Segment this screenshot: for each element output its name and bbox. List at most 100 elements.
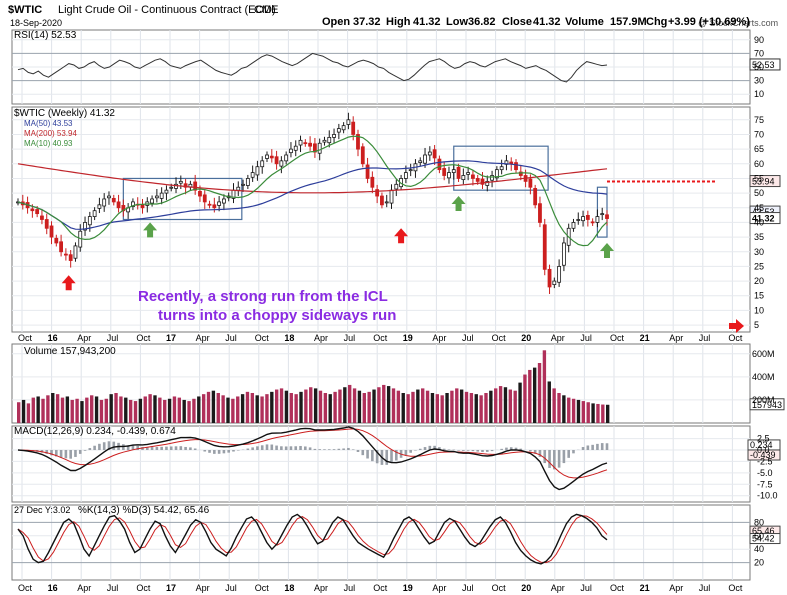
stoch-d-line (17, 515, 608, 564)
green-arrow-icon (451, 196, 466, 212)
macd-histogram-bar (327, 449, 331, 450)
volume-bar (21, 399, 26, 423)
close-value: 41.32 (533, 16, 561, 28)
macd-histogram-bar (371, 450, 374, 462)
x-tick-label-bottom: Apr (432, 583, 446, 593)
price-bar (423, 154, 427, 164)
price-bar (44, 219, 49, 229)
price-bar (178, 180, 183, 184)
price-bar (365, 164, 370, 179)
volume-bar (367, 391, 371, 423)
volume-bar (591, 403, 595, 423)
volume-bar (489, 390, 493, 423)
volume-bar (606, 404, 610, 423)
price-bar (164, 189, 169, 194)
price-bar (427, 151, 432, 156)
price-bar (327, 136, 332, 144)
volume-bar (474, 394, 478, 423)
price-y-tick: 10 (754, 305, 764, 315)
price-bar (394, 183, 399, 190)
price-value-label: 41.32 (752, 214, 775, 224)
macd-histogram-bar (251, 447, 254, 450)
macd-histogram-bar (533, 450, 537, 454)
volume-panel: 157943 (17, 350, 785, 423)
x-tick-label-bottom: Apr (77, 583, 91, 593)
macd-histogram-bar (189, 447, 192, 450)
price-bar (317, 142, 322, 154)
macd-histogram-bar (586, 445, 590, 450)
low-value: 36.82 (468, 16, 496, 28)
volume-bar (547, 381, 551, 423)
price-y-tick: 65 (754, 144, 764, 154)
volume-bar (382, 384, 386, 423)
volume-bar (182, 399, 186, 423)
volume-bar (562, 395, 566, 423)
macd-y-tick: 0.0 (757, 445, 770, 455)
x-tick-label: Jul (580, 333, 592, 343)
volume-last-value: 157943 (752, 400, 782, 410)
volume-bar (114, 393, 118, 423)
volume-bar (187, 401, 191, 423)
volume-bar (197, 396, 201, 423)
volume-bar (338, 389, 342, 423)
chg-value: +3.99 (+10.69%) (668, 16, 750, 28)
price-bar (131, 201, 135, 207)
volume-panel-label: Volume 157,943,200 (24, 346, 116, 357)
x-tick-label: Jul (107, 333, 119, 343)
price-y-tick: 75 (754, 115, 764, 125)
rsi-label: RSI(14) 52.53 (14, 30, 77, 41)
macd-histogram-bar (481, 450, 484, 453)
volume-y-tick: 200M (752, 395, 775, 405)
rsi-y-tick: 90 (754, 35, 764, 45)
price-value-label: 53.94 (752, 177, 775, 187)
macd-histogram-bar (265, 444, 269, 450)
macd-histogram-bar (471, 450, 475, 452)
price-bar (346, 119, 351, 125)
macd-histogram-bar (490, 450, 494, 452)
consolidation-box (122, 177, 243, 221)
price-bar (116, 201, 121, 209)
macd-histogram-bar (260, 445, 264, 450)
price-bar (35, 209, 40, 215)
volume-bar (289, 393, 293, 423)
price-bar (293, 145, 298, 151)
macd-histogram-bar (59, 450, 63, 458)
volume-bar (211, 390, 216, 423)
low-label: Low (446, 16, 468, 28)
macd-histogram-bar (131, 445, 135, 450)
volume-bar (596, 403, 600, 423)
macd-histogram-bar (308, 447, 312, 450)
volume-bar (94, 396, 99, 423)
volume-bar (464, 391, 469, 423)
macd-value-label: -0.439 (750, 450, 776, 460)
macd-histogram-bar (150, 447, 154, 450)
x-tick-label: Jul (344, 333, 356, 343)
macd-histogram-bar (280, 446, 283, 450)
volume-bar (362, 393, 366, 423)
price-bar (475, 178, 480, 182)
macd-histogram-bar (136, 445, 140, 450)
volume-bar (294, 394, 298, 423)
x-tick-label: Oct (492, 333, 507, 343)
price-bar (547, 268, 552, 288)
price-bar (585, 214, 590, 220)
volume-bar (537, 363, 542, 423)
macd-histogram-bar (581, 447, 585, 450)
price-bar (471, 174, 475, 179)
stoch-value-box (749, 533, 781, 545)
macd-histogram-bar (227, 450, 230, 453)
price-y-tick: 30 (754, 247, 764, 257)
volume-bar (119, 396, 123, 423)
red-arrow-icon (394, 228, 409, 244)
macd-histogram-bar (318, 449, 321, 450)
price-bar (174, 183, 178, 189)
stoch-y-tick: 40 (754, 544, 764, 554)
macd-histogram-bar (409, 450, 412, 453)
volume-bar (576, 399, 581, 423)
price-bar (303, 142, 308, 145)
volume-bar (377, 387, 381, 423)
volume-bar (279, 388, 284, 423)
high-value: 41.32 (413, 16, 441, 28)
macd-histogram-bar (246, 448, 250, 450)
macd-histogram-bar (284, 446, 288, 450)
